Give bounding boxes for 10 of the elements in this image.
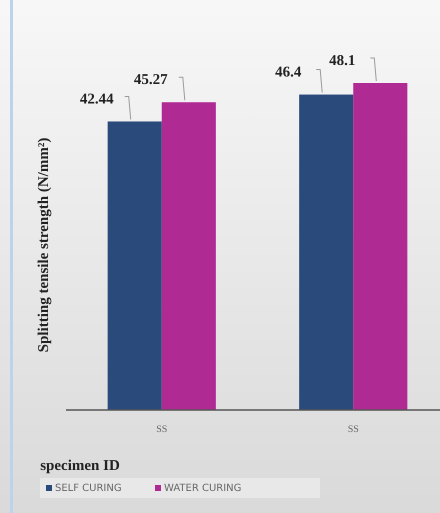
x-axis-title: specimen ID bbox=[40, 458, 120, 474]
data-label: 48.1 bbox=[329, 53, 356, 69]
legend-label: SELF CURING bbox=[55, 483, 122, 494]
data-label: 42.44 bbox=[80, 91, 114, 108]
x-tick-label: SS bbox=[156, 424, 168, 435]
legend-label: WATER CURING bbox=[164, 483, 242, 494]
y-axis-title: Splitting tensile strength (N/mm²) bbox=[36, 138, 52, 352]
data-label: 45.27 bbox=[134, 72, 168, 88]
x-tick-label: SS bbox=[348, 424, 359, 435]
data-label: 46.4 bbox=[275, 64, 302, 81]
